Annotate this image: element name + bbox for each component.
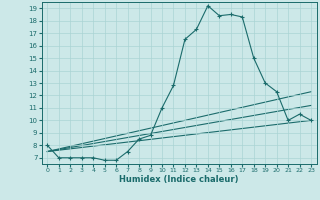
X-axis label: Humidex (Indice chaleur): Humidex (Indice chaleur) (119, 175, 239, 184)
